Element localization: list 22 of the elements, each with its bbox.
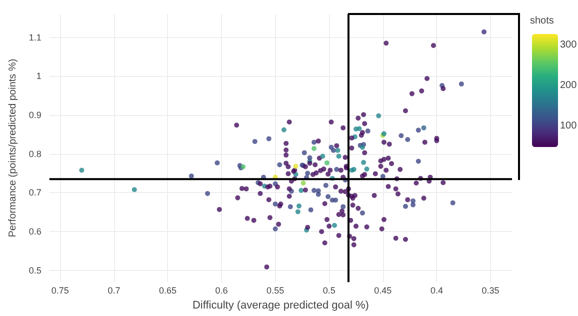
x-tick-label: 0.6 (215, 286, 228, 296)
color-bar-label: 300 (560, 40, 578, 51)
y-tick-label: 0.8 (28, 148, 42, 159)
y-tick-label: 0.9 (28, 110, 42, 120)
color-bar-label: 100 (560, 120, 578, 132)
x-tick-label: 0.65 (158, 286, 177, 296)
x-tick-label: 0.45 (374, 286, 392, 296)
color-bar-title: shots (530, 16, 554, 26)
x-axis-title: Difficulty (average predicted goal %) (192, 300, 369, 312)
y-tick-label: 0.5 (28, 265, 42, 276)
x-tick-label: 0.5 (322, 286, 336, 296)
x-tick-label: 0.55 (266, 286, 284, 296)
y-tick-label: 1 (36, 71, 42, 82)
y-tick-label: 1.1 (28, 32, 42, 42)
color-bar-label: 200 (560, 80, 578, 91)
x-tick-label: 0.4 (430, 286, 443, 296)
y-axis-title: Performance (points/predicted points %) (8, 58, 18, 238)
x-tick-label: 0.7 (108, 286, 120, 296)
x-tick-label: 0.35 (482, 286, 500, 296)
x-tick-label: 0.75 (51, 286, 69, 296)
y-tick-label: 0.7 (28, 188, 42, 198)
y-tick-label: 0.6 (28, 226, 42, 237)
